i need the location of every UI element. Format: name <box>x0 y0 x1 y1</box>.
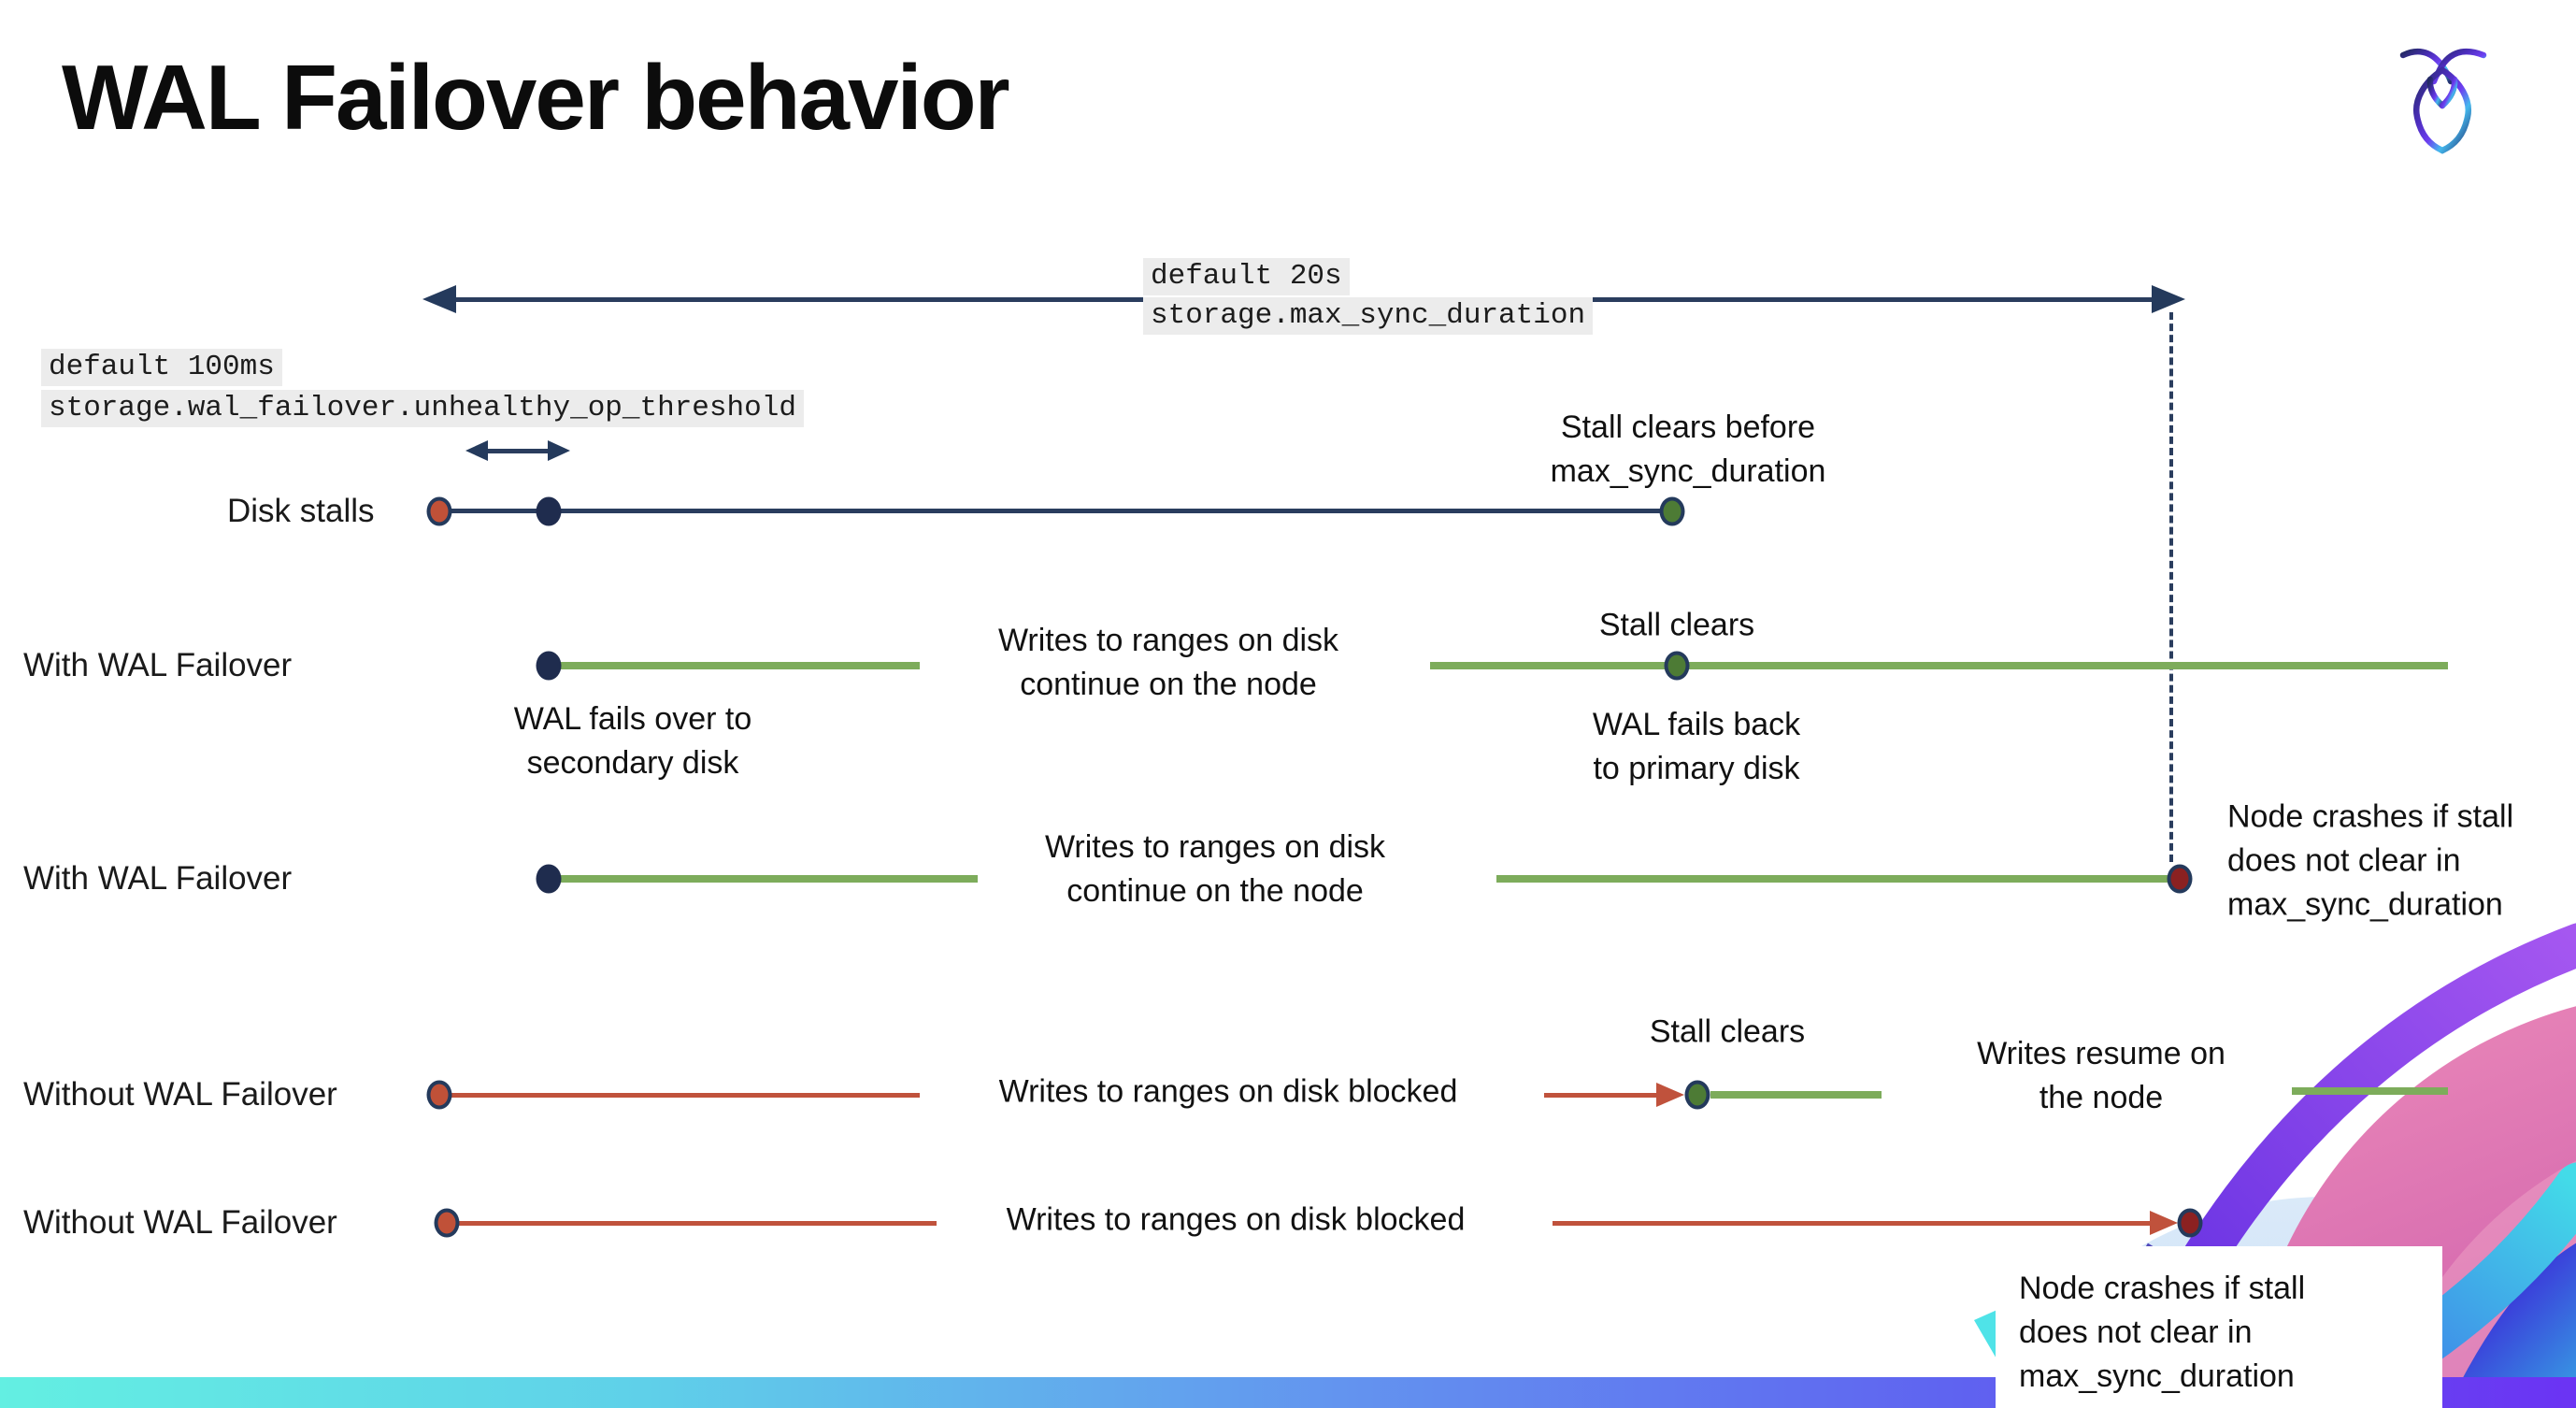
row4-stall-clear-dot <box>1684 1080 1710 1110</box>
stall-start-dot <box>426 496 452 526</box>
row4-red-arrowhead-icon <box>1656 1083 1684 1107</box>
arrowhead-right-small-icon <box>548 440 570 461</box>
row-label-without-wal-failover-1: Without WAL Failover <box>23 1076 337 1113</box>
note-stall-clears-row2: Stall clears <box>1598 607 1755 643</box>
arrowhead-right-icon <box>2152 285 2185 313</box>
row-label-without-wal-failover-2: Without WAL Failover <box>23 1204 337 1241</box>
row3-green-segment-2 <box>1496 875 2178 883</box>
note-writes-continue-row2: Writes to ranges on disk continue on the… <box>997 623 1339 702</box>
row2-green-segment-1 <box>561 662 920 669</box>
row4-red-segment-2 <box>1544 1093 1656 1098</box>
note-wal-fails-over: WAL fails over to secondary disk <box>513 701 752 781</box>
note-node-crashes-row3: Node crashes if stall does not clear in … <box>2227 798 2514 923</box>
row2-green-segment-2 <box>1430 662 2448 669</box>
threshold-dot <box>536 496 562 526</box>
stall-clear-dot <box>1659 496 1685 526</box>
cockroachdb-logo-icon <box>2399 48 2487 154</box>
note-stall-clears-row4: Stall clears <box>1649 1013 1806 1050</box>
note-writes-blocked-row4: Writes to ranges on disk blocked <box>998 1073 1458 1110</box>
max-sync-setting-chip: storage.max_sync_duration <box>1143 297 1594 335</box>
row4-green-segment-2 <box>2292 1087 2448 1095</box>
row3-node-crash-dot <box>2167 864 2193 894</box>
note-stall-clears-before: Stall clears before max_sync_duration <box>1550 409 1826 489</box>
row5-red-segment-1 <box>447 1221 937 1226</box>
disk-stall-timeline <box>439 509 1672 513</box>
row2-stall-clear-dot <box>1664 651 1690 681</box>
row4-red-segment-1 <box>439 1093 920 1098</box>
note-wal-fails-back: WAL fails back to primary disk <box>1592 707 1801 786</box>
unhealthy-op-default-chip: default 100ms <box>41 349 282 386</box>
row3-failover-dot <box>536 864 562 894</box>
note-node-crashes-row5: Node crashes if stall does not clear in … <box>2019 1271 2306 1394</box>
note-writes-continue-row3: Writes to ranges on disk continue on the… <box>1044 829 1386 909</box>
row5-stall-start-dot <box>434 1208 460 1238</box>
arrowhead-left-small-icon <box>465 440 488 461</box>
row2-failover-dot <box>536 651 562 681</box>
note-writes-blocked-row5: Writes to ranges on disk blocked <box>1006 1201 1466 1238</box>
row5-red-segment-2 <box>1553 1221 2154 1226</box>
arrowhead-left-icon <box>422 285 456 313</box>
row-label-with-wal-failover-1: With WAL Failover <box>23 647 293 683</box>
row4-green-segment-1 <box>1710 1091 1882 1099</box>
unhealthy-op-setting-chip: storage.wal_failover.unhealthy_op_thresh… <box>41 390 804 427</box>
note-writes-resume: Writes resume on the node <box>1977 1036 2225 1115</box>
node-crashes-callout-box: Node crashes if stall does not clear in … <box>1996 1246 2442 1408</box>
row5-node-crash-dot <box>2177 1208 2203 1238</box>
max-sync-default-chip: default 20s <box>1143 258 1350 295</box>
page-title: WAL Failover behavior <box>62 46 1010 149</box>
unhealthy-op-arrow-line <box>480 449 548 453</box>
row5-red-arrowhead-icon <box>2150 1211 2178 1235</box>
row4-stall-start-dot <box>426 1080 452 1110</box>
row3-green-segment-1 <box>561 875 978 883</box>
max-sync-deadline-dashed-line <box>2169 312 2173 862</box>
row-label-with-wal-failover-2: With WAL Failover <box>23 860 293 897</box>
row-label-disk-stalls: Disk stalls <box>227 493 375 529</box>
